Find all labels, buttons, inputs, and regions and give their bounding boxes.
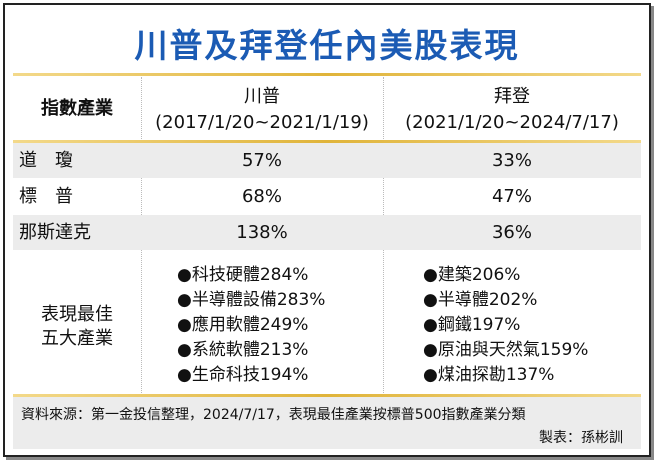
column-name: 川普 — [244, 86, 280, 107]
divider — [13, 73, 641, 76]
best-item: ●生命科技194% — [177, 365, 309, 385]
cell: 68% — [241, 186, 282, 207]
best-item: ●建築206% — [423, 265, 521, 285]
row-label: 那斯達克 — [19, 222, 91, 243]
best-item: ●原油與天然氣159% — [423, 340, 589, 360]
divider — [13, 394, 641, 397]
row-label: 標 普 — [19, 186, 73, 207]
best-list: ●建築206% ●半導體202% ●鋼鐵197% ●原油與天然氣159% ●煤油探勘13… — [423, 263, 588, 388]
best-item: ●半導體202% — [423, 290, 538, 310]
column-term: (2021/1/20~2024/7/17) — [405, 112, 619, 133]
infographic: 川普及拜登任內美股表現 指數產業 川普 (2017/1/20~2021/1/19… — [3, 3, 651, 457]
best-item: ●科技硬體284% — [177, 265, 309, 285]
best-item: ●應用軟體249% — [177, 315, 309, 335]
best-item: ●系統軟體213% — [177, 340, 309, 360]
column-term: (2017/1/20~2021/1/19) — [155, 112, 369, 133]
best-item: ●鋼鐵197% — [423, 315, 521, 335]
row-label: 道 瓊 — [19, 150, 73, 171]
best-list: ●科技硬體284% ●半導體設備283% ●應用軟體249% ●系統軟體213% ●生命… — [177, 263, 325, 388]
cell: 138% — [236, 222, 288, 243]
footer-bg — [13, 397, 641, 449]
column-label: 指數產業 — [41, 98, 113, 119]
cell: 33% — [491, 150, 532, 171]
row-bg — [13, 215, 641, 250]
author: 製表：孫彬訓 — [539, 430, 623, 446]
title: 川普及拜登任內美股表現 — [134, 26, 520, 65]
row-bg — [13, 143, 641, 178]
best-item: ●煤油探勘137% — [423, 365, 555, 385]
divider — [13, 140, 641, 143]
cell: 57% — [241, 150, 282, 171]
best-label: 表現最佳 五大產業 — [13, 303, 141, 352]
cell: 36% — [491, 222, 532, 243]
column-name: 拜登 — [494, 86, 530, 107]
source: 資料來源：第一金投信整理，2024/7/17，表現最佳產業按標普500指數產業分… — [21, 407, 526, 423]
best-label-line: 五大產業 — [41, 328, 113, 350]
best-label-line: 表現最佳 — [41, 304, 113, 325]
best-item: ●半導體設備283% — [177, 290, 326, 310]
cell: 47% — [491, 186, 532, 207]
